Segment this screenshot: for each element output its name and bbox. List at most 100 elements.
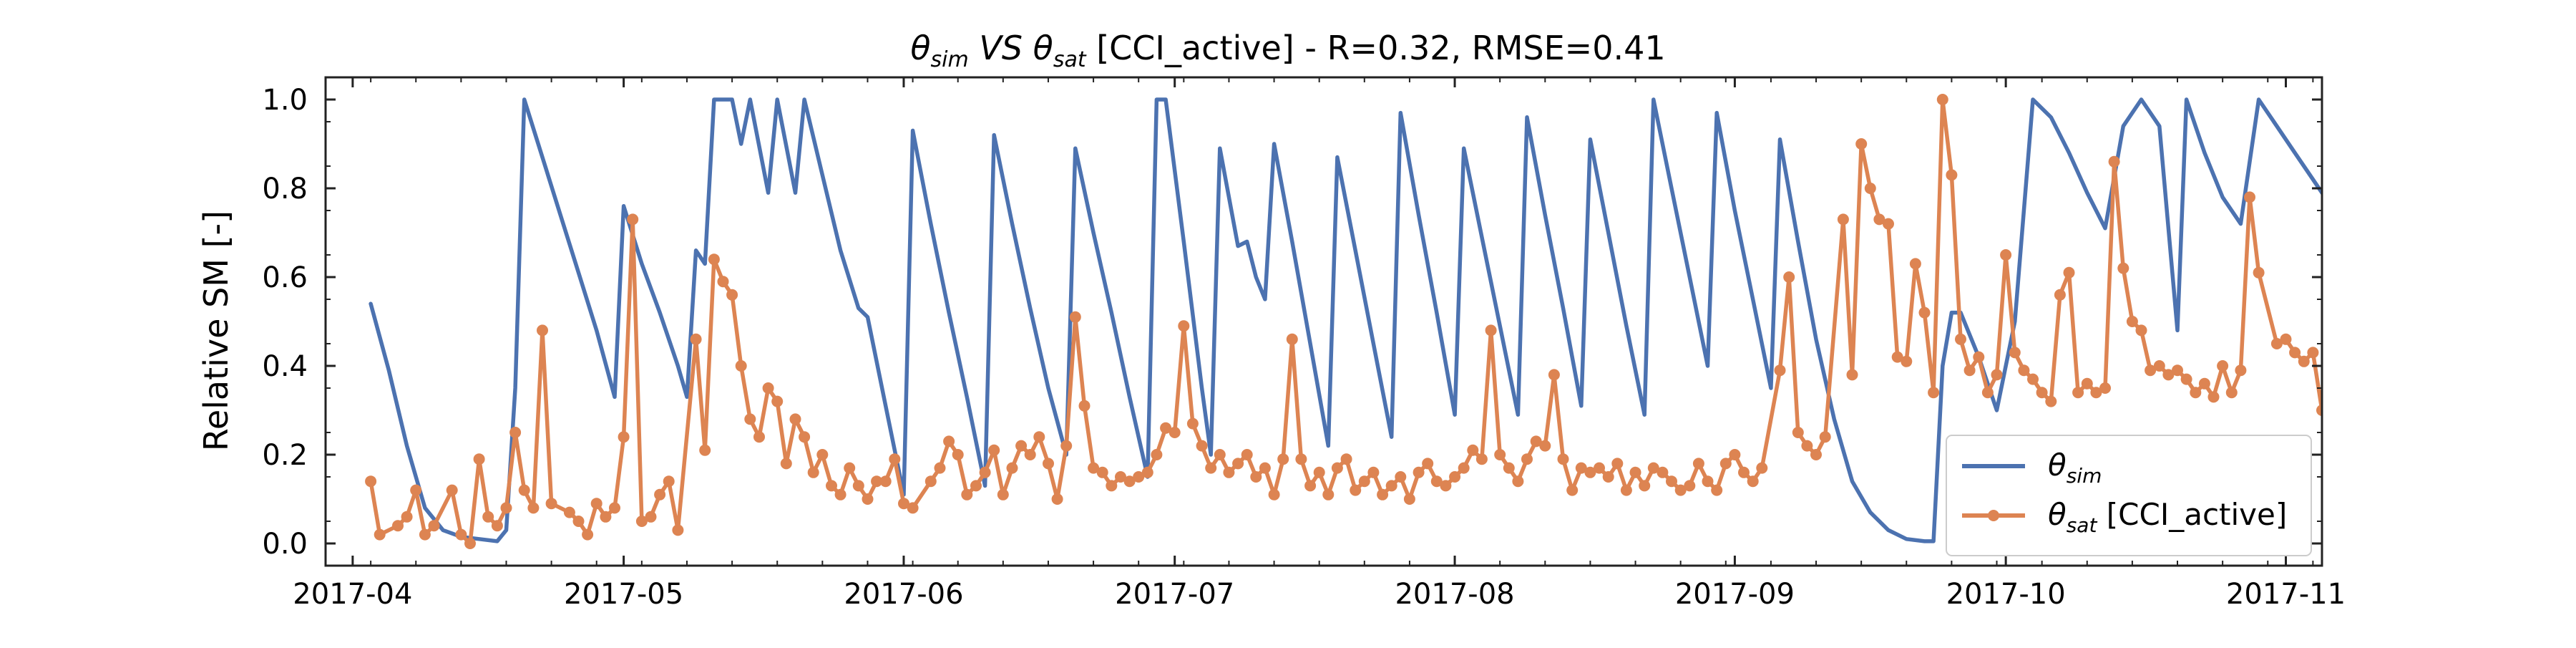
data-point-sat (365, 475, 377, 488)
data-point-sat (1250, 471, 1262, 483)
data-point-sat (1377, 488, 1389, 500)
data-point-sat (545, 498, 557, 510)
data-point-sat (862, 493, 874, 505)
legend-sat-label: θsat [CCI_active] (2048, 497, 2287, 537)
data-point-sat (1503, 462, 1515, 474)
data-point-sat (1223, 466, 1235, 478)
data-point-sat (852, 480, 864, 492)
data-point-sat (1024, 449, 1036, 460)
data-point-sat (1232, 458, 1244, 470)
data-point-sat (735, 360, 747, 372)
data-point-sat (1928, 387, 1940, 399)
data-point-sat (1620, 484, 1632, 496)
data-point-sat (2153, 360, 2165, 372)
data-point-sat (1241, 449, 1253, 460)
data-point-sat (1575, 462, 1587, 474)
data-point-sat (753, 431, 765, 443)
data-point-sat (1051, 493, 1063, 505)
data-point-sat (1963, 364, 1976, 377)
data-point-sat (708, 253, 720, 266)
data-point-sat (563, 506, 575, 518)
data-point-sat (924, 475, 937, 488)
data-point-sat (609, 502, 620, 514)
x-tick-label: 2017-04 (293, 578, 412, 611)
data-point-sat (1475, 453, 1488, 465)
data-point-sat (1936, 94, 1948, 105)
data-point-sat (1259, 462, 1271, 474)
data-point-sat (2316, 405, 2322, 416)
plot-frame (324, 76, 2323, 567)
data-point-sat (1088, 462, 1100, 474)
data-point-sat (1268, 488, 1280, 500)
data-point-sat (2135, 324, 2147, 337)
data-point-sat (907, 502, 919, 514)
data-point-sat (672, 524, 684, 536)
data-point-sat (789, 413, 801, 425)
data-point-sat (1043, 458, 1054, 470)
data-point-sat (1440, 480, 1452, 492)
data-point-sat (1810, 449, 1822, 460)
data-point-sat (780, 458, 792, 470)
data-point-sat (401, 511, 413, 523)
data-point-sat (482, 511, 494, 523)
data-point-sat (1331, 462, 1343, 474)
data-point-sat (898, 498, 909, 510)
data-point-sat (2126, 316, 2138, 327)
data-point-sat (1548, 369, 1560, 381)
data-point-sat (2307, 347, 2319, 359)
data-point-sat (1286, 333, 1298, 345)
data-point-sat (816, 449, 829, 460)
data-point-sat (1178, 320, 1190, 332)
data-point-sat (428, 520, 440, 532)
data-point-sat (446, 484, 458, 496)
data-point-sat (2298, 355, 2310, 367)
data-point-sat (1873, 213, 1885, 226)
data-point-sat (1702, 475, 1714, 488)
legend-box (1946, 435, 2312, 556)
data-point-sat (1738, 466, 1750, 478)
data-point-sat (590, 498, 602, 510)
data-point-sat (979, 466, 991, 478)
data-point-sat (1756, 462, 1768, 474)
x-tick-label: 2017-06 (844, 578, 963, 611)
data-point-sat (1350, 484, 1362, 496)
data-point-sat (1946, 169, 1958, 181)
data-point-sat (2099, 382, 2111, 394)
data-point-sat (2072, 387, 2084, 399)
data-point-sat (509, 427, 522, 438)
data-point-sat (1955, 333, 1966, 345)
data-point-sat (1512, 475, 1524, 488)
data-point-sat (1666, 475, 1677, 488)
data-point-sat (1855, 138, 1868, 150)
data-point-sat (2162, 369, 2175, 381)
data-point-sat (871, 475, 883, 488)
data-point-sat (762, 382, 774, 394)
data-point-sat (1611, 458, 1624, 470)
plot-area (365, 94, 2322, 549)
data-point-sat (1819, 431, 1831, 443)
data-point-sat (1909, 258, 1921, 270)
data-point-sat (1313, 466, 1325, 478)
data-point-sat (1991, 369, 2003, 381)
data-point-sat (1674, 484, 1687, 496)
x-tick-label: 2017-05 (564, 578, 683, 611)
data-point-sat (1214, 449, 1226, 460)
data-point-sat (1629, 466, 1641, 478)
series-group (365, 94, 2322, 549)
data-point-sat (2036, 387, 2048, 399)
y-tick-label: 0.4 (262, 350, 308, 383)
data-point-sat (952, 449, 964, 460)
data-point-sat (455, 528, 467, 541)
data-point-sat (527, 502, 540, 514)
y-tick-label: 0.8 (262, 173, 308, 205)
data-point-sat (2235, 364, 2247, 377)
data-point-sat (2280, 333, 2292, 345)
data-point-sat (699, 444, 711, 456)
data-point-sat (1205, 462, 1217, 474)
legend-sim-label: θsim (2048, 448, 2102, 488)
data-point-sat (1883, 218, 1894, 230)
data-point-sat (1692, 458, 1704, 470)
data-point-sat (970, 480, 982, 492)
data-point-sat (1160, 422, 1172, 434)
data-point-sat (1196, 440, 1208, 452)
